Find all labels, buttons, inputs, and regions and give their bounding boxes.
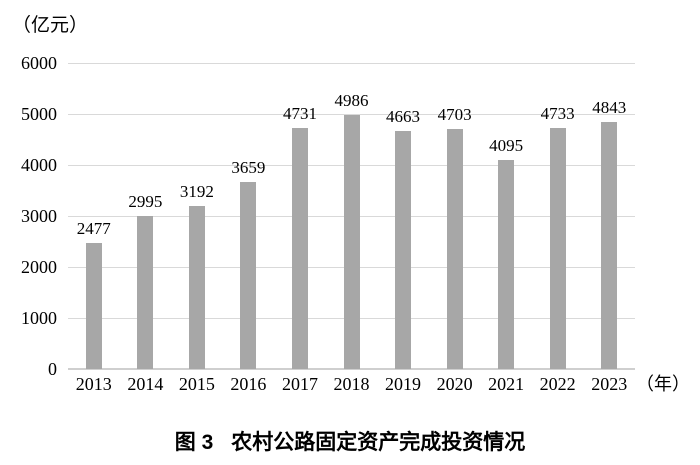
y-tick-label: 3000 (21, 206, 57, 226)
bar-value-label: 2995 (128, 192, 163, 212)
bar (498, 160, 515, 369)
bar-value-label: 4095 (489, 136, 524, 156)
x-tick-label: 2021 (488, 374, 525, 394)
y-tick-label: 4000 (21, 155, 57, 175)
bar-value-label: 3192 (179, 182, 214, 202)
bar-value-label: 4703 (437, 105, 472, 125)
x-tick-label: 2018 (333, 374, 370, 394)
bar-value-label: 4843 (592, 98, 627, 117)
x-axis-unit-label: （年） (636, 374, 690, 394)
bar-value-label: 4663 (386, 107, 421, 127)
x-tick-label: 2014 (127, 374, 164, 394)
y-tick-label: 2000 (21, 257, 57, 277)
bar (446, 129, 463, 369)
caption-title: 农村公路固定资产完成投资情况 (231, 431, 526, 454)
bar (137, 216, 154, 369)
x-tick-label: 2013 (75, 374, 112, 394)
x-tick-label: 2015 (178, 374, 215, 394)
y-tick-label: 0 (48, 359, 57, 379)
y-tick-label: 6000 (21, 53, 57, 73)
bar (85, 242, 102, 369)
bar (240, 182, 257, 369)
bar-value-label: 2477 (76, 218, 111, 238)
bar (188, 206, 205, 369)
bar-value-label: 4731 (282, 103, 317, 123)
x-tick-label: 2016 (230, 374, 267, 394)
y-tick-label: 5000 (21, 104, 57, 124)
x-tick-label: 2019 (385, 374, 422, 394)
x-tick-label: 2022 (539, 374, 576, 394)
bar (395, 131, 412, 369)
x-axis-line (68, 368, 635, 370)
bar-value-label: 4986 (334, 90, 369, 110)
bar (601, 122, 618, 369)
gridline (68, 63, 635, 64)
x-tick-label: 2020 (436, 374, 473, 394)
figure-caption: 图 3 农村公路固定资产完成投资情况 (0, 426, 700, 456)
caption-number: 图 3 (174, 431, 214, 454)
y-tick-label: 1000 (21, 308, 57, 328)
bar-value-label: 3659 (231, 158, 266, 178)
x-tick-label: 2023 (591, 374, 628, 394)
gridline (68, 114, 635, 115)
x-tick-label: 2017 (281, 374, 318, 394)
bar (343, 114, 360, 369)
bar (291, 127, 308, 369)
bar (549, 127, 566, 369)
bar-value-label: 4733 (540, 103, 575, 123)
y-axis-unit-label: （亿元） (12, 15, 89, 36)
